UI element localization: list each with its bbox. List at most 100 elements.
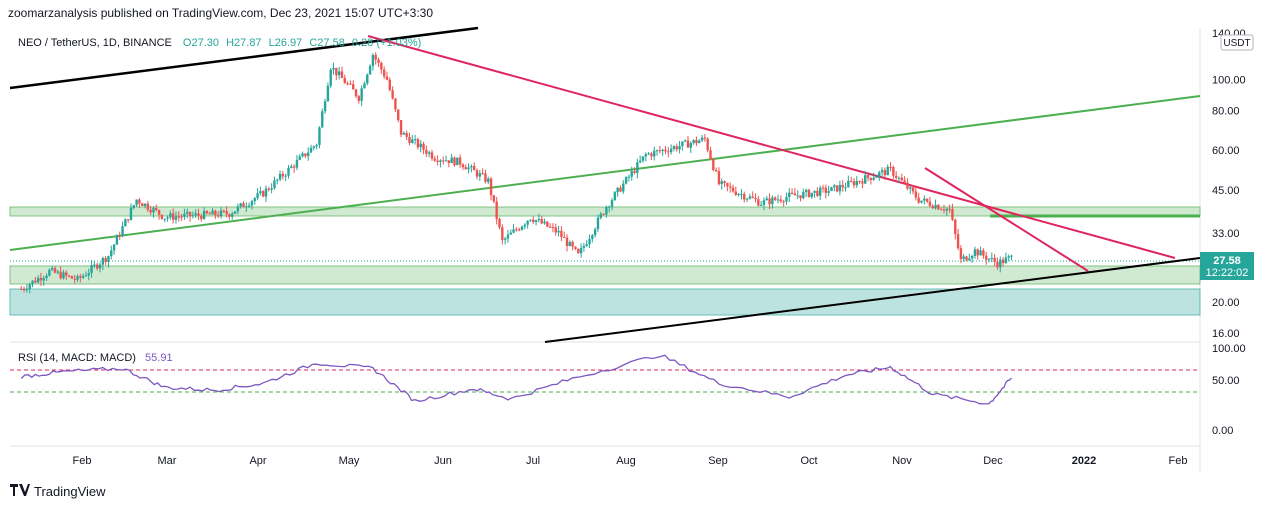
resistance-zone-upper[interactable] bbox=[9, 206, 1201, 217]
time-label: Apr bbox=[249, 455, 266, 467]
candle-body bbox=[619, 187, 622, 192]
candle-body bbox=[675, 146, 678, 150]
candle-body bbox=[53, 268, 57, 273]
candle-body bbox=[906, 182, 909, 189]
candle-body bbox=[903, 180, 906, 183]
candle-body bbox=[954, 219, 957, 234]
candle-body bbox=[779, 199, 783, 202]
candle-body bbox=[503, 238, 507, 240]
candle-body bbox=[951, 209, 954, 220]
candle-body bbox=[560, 230, 563, 237]
candle-body bbox=[48, 269, 51, 276]
candle-body bbox=[841, 184, 844, 188]
candle-body bbox=[233, 211, 237, 214]
candle-body bbox=[1001, 259, 1005, 264]
footer-brand[interactable]: TradingView bbox=[10, 484, 106, 499]
candle-body bbox=[256, 193, 259, 199]
candle-body bbox=[135, 199, 138, 206]
rsi-axis-ticks: 100.00 50.00 0.00 bbox=[1212, 343, 1246, 437]
candle-body bbox=[276, 179, 279, 181]
green-trend-line[interactable] bbox=[9, 95, 1201, 251]
candle-body bbox=[329, 69, 332, 86]
candle-body bbox=[931, 205, 934, 209]
candle-body bbox=[976, 249, 979, 256]
candle-body bbox=[889, 166, 892, 168]
legend-high: H27.87 bbox=[226, 37, 261, 49]
candle-body bbox=[495, 201, 498, 219]
candle-body bbox=[799, 195, 802, 199]
candle-body bbox=[717, 171, 721, 185]
candle-body bbox=[216, 215, 220, 217]
candle-body bbox=[45, 275, 48, 279]
candle-body bbox=[202, 210, 206, 219]
currency-badge[interactable] bbox=[1220, 34, 1254, 51]
red-steep-line[interactable] bbox=[924, 167, 1089, 272]
candle-body bbox=[126, 219, 130, 221]
candle-body bbox=[1007, 256, 1010, 258]
candle-body bbox=[138, 199, 141, 204]
candle-body bbox=[782, 201, 785, 203]
candle-body bbox=[875, 176, 878, 178]
candle-body bbox=[678, 146, 681, 150]
candle-body bbox=[844, 187, 847, 189]
candle-body bbox=[785, 197, 788, 202]
red-downtrend-line[interactable] bbox=[367, 35, 1176, 259]
candle-body bbox=[838, 184, 842, 192]
candle-body bbox=[599, 213, 602, 218]
candle-body bbox=[672, 146, 676, 149]
candle-body bbox=[360, 88, 363, 101]
candle-body bbox=[658, 150, 662, 152]
candle-body bbox=[380, 62, 383, 70]
candle-body bbox=[554, 227, 557, 233]
legend-low: L26.97 bbox=[269, 37, 303, 49]
legend-open: O27.30 bbox=[183, 37, 219, 49]
candle-body bbox=[298, 156, 301, 160]
candle-body bbox=[737, 193, 740, 195]
candle-body bbox=[42, 278, 45, 281]
candle-body bbox=[290, 166, 293, 168]
candle-body bbox=[712, 159, 715, 170]
candle-body bbox=[655, 150, 659, 152]
candle-body bbox=[470, 166, 473, 168]
candle-body bbox=[96, 264, 99, 269]
candle-body bbox=[118, 235, 121, 237]
candle-body bbox=[996, 261, 999, 268]
time-label: Dec bbox=[983, 455, 1003, 467]
candle-body bbox=[692, 139, 695, 144]
candle-body bbox=[830, 187, 833, 191]
candle-body bbox=[833, 185, 836, 188]
candle-body bbox=[776, 199, 780, 201]
candle-body bbox=[422, 143, 425, 150]
candle-body bbox=[219, 210, 223, 217]
support-zone-teal[interactable] bbox=[9, 288, 1201, 316]
candle-body bbox=[543, 221, 546, 224]
channel-bottom-line[interactable] bbox=[544, 257, 1201, 343]
candle-body bbox=[855, 180, 858, 186]
candle-body bbox=[180, 216, 183, 218]
candle-body bbox=[852, 181, 856, 186]
candle-body bbox=[706, 138, 709, 151]
candle-body bbox=[686, 140, 690, 148]
candle-body bbox=[171, 213, 175, 220]
candle-body bbox=[731, 187, 735, 192]
candle-body bbox=[132, 205, 135, 208]
candle-body bbox=[191, 215, 195, 217]
channel-top-line[interactable] bbox=[9, 26, 479, 90]
candle-body bbox=[948, 208, 951, 210]
candle-body bbox=[433, 158, 436, 161]
candle-body bbox=[70, 276, 74, 279]
price-tick-label: 45.00 bbox=[1212, 185, 1240, 197]
candle-body bbox=[67, 275, 71, 277]
candle-body bbox=[596, 217, 600, 230]
candle-body bbox=[667, 151, 670, 153]
time-label: 2022 bbox=[1072, 455, 1096, 467]
candle-body bbox=[627, 176, 631, 178]
candle-body bbox=[602, 213, 605, 215]
candle-body bbox=[326, 85, 330, 102]
candle-body bbox=[253, 198, 256, 202]
candle-body bbox=[622, 183, 625, 192]
candle-body bbox=[157, 209, 161, 215]
candle-body bbox=[143, 203, 147, 207]
candle-body bbox=[793, 193, 797, 196]
